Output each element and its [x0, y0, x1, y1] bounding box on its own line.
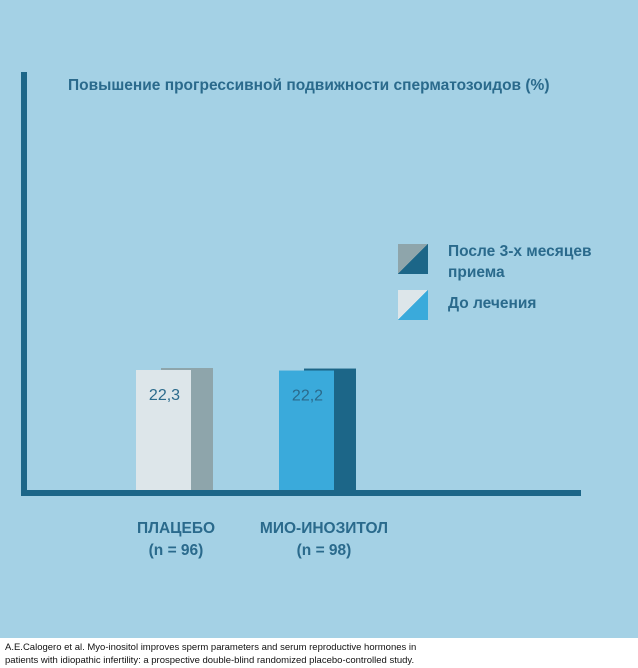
- legend-item-before: До лечения: [398, 290, 638, 320]
- bar-before-0: [136, 370, 191, 491]
- caption-line: A.E.Calogero et al. Myo-inositol improve…: [5, 642, 417, 653]
- category-sample-size: (n = 98): [296, 542, 352, 559]
- bar-chart: 22,3 22,2: [21, 72, 581, 496]
- category-label-myo-inositol: МИО-ИНОЗИТОЛ (n = 98): [224, 518, 424, 562]
- category-name: МИО-ИНОЗИТОЛ: [259, 520, 389, 537]
- legend-label-after: После 3-х месяцев приема: [448, 243, 592, 281]
- data-label-1: 22,2: [292, 388, 323, 405]
- source-caption: A.E.Calogero et al. Myo-inositol improve…: [5, 641, 416, 667]
- legend-swatch-before: [398, 290, 428, 320]
- bar-before-1: [279, 370, 334, 491]
- x-axis: [21, 490, 581, 496]
- category-name: ПЛАЦЕБО: [136, 520, 216, 537]
- chart-panel: 22,3 22,2 Повышение прогрессивной подвижн…: [0, 0, 638, 638]
- legend-swatch-after: [398, 244, 428, 274]
- data-label-0: 22,3: [149, 387, 180, 404]
- legend-label-before: До лечения: [448, 295, 537, 312]
- caption-line: patients with idiopathic infertility: a …: [5, 655, 415, 666]
- category-sample-size: (n = 96): [148, 542, 204, 559]
- chart-title: Повышение прогрессивной подвижности спер…: [68, 77, 550, 94]
- legend-item-after: После 3-х месяцев приема: [398, 243, 638, 283]
- y-axis: [21, 72, 27, 495]
- category-label-placebo: ПЛАЦЕБО (n = 96): [76, 518, 276, 562]
